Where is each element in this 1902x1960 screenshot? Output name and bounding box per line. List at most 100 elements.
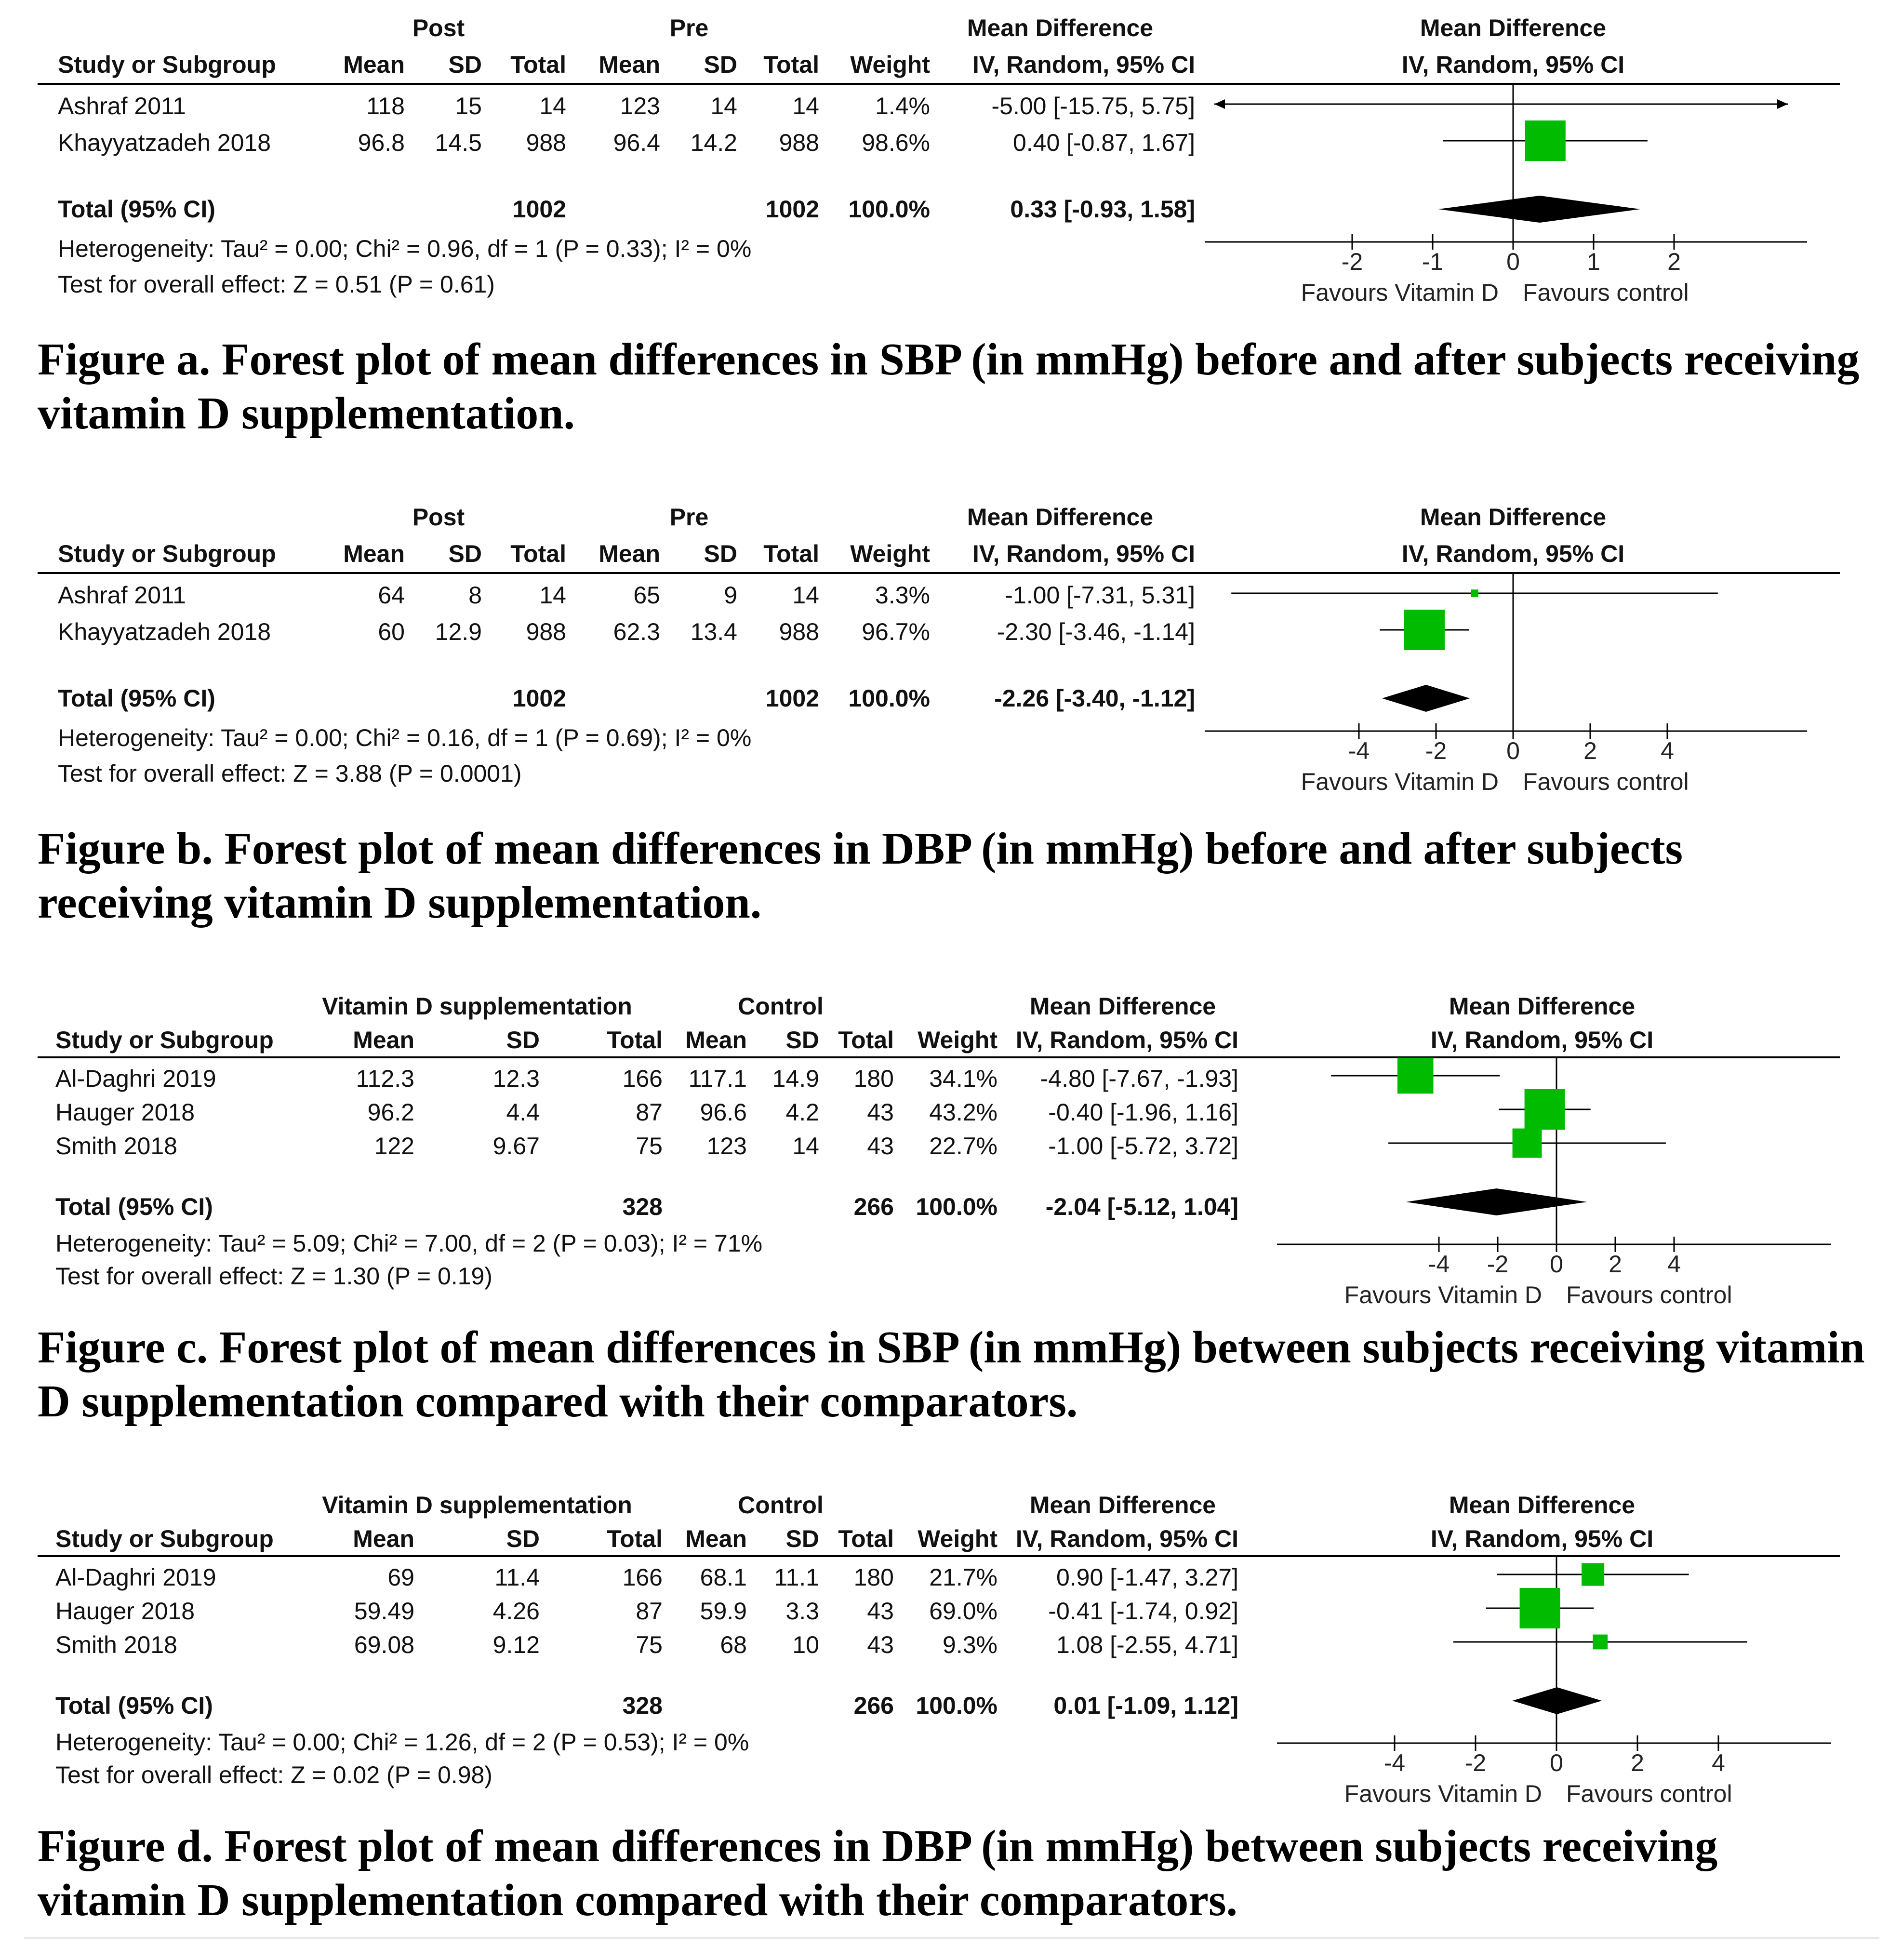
- forest-plot-c: -4 -2 0 2 4 Favours Vitamin D Favours control: [1277, 1056, 1831, 1308]
- weight: 100.0%: [848, 196, 930, 223]
- sd1: 15: [455, 93, 482, 120]
- total2: 266: [853, 1193, 894, 1220]
- study-square: [1397, 1057, 1434, 1094]
- group1-heading: Post: [412, 14, 465, 41]
- total-label: Total (95% CI): [58, 685, 215, 712]
- mean1: 118: [366, 93, 405, 120]
- table-row: Khayyatzadeh 2018 96.8 14.5 988 96.4 14.…: [0, 124, 1902, 161]
- total1: 328: [622, 1193, 663, 1220]
- total2: 14: [792, 582, 819, 609]
- total-label: Total (95% CI): [58, 196, 215, 223]
- total2: 14: [792, 93, 819, 120]
- total1: 1002: [512, 685, 566, 712]
- header-rule: [38, 1056, 1840, 1058]
- plot-method-heading: IV, Random, 95% CI: [1430, 1027, 1654, 1053]
- sd1: 8: [468, 582, 482, 609]
- ci-col-heading: IV, Random, 95% CI: [1015, 1027, 1238, 1053]
- figure-caption: Figure c. Forest plot of mean difference…: [38, 1322, 1865, 1427]
- total1: 87: [636, 1598, 663, 1625]
- mean2-col-heading: Mean: [685, 1027, 747, 1053]
- forest-plot-b: -4 -2 0 2 4 Favours Vitamin D Favours control: [1205, 572, 1807, 795]
- total-row: Total (95% CI) 1002 1002 100.0% 0.33 [-0…: [0, 191, 1902, 227]
- group2-heading: Control: [738, 993, 824, 1020]
- sd1: 9.67: [492, 1133, 540, 1160]
- mean-difference-ci: 0.90 [-1.47, 3.27]: [1056, 1564, 1238, 1591]
- study-name: Hauger 2018: [55, 1099, 195, 1126]
- x-tick-label: -2: [1342, 248, 1363, 275]
- total-row: Total (95% CI) 328 266 100.0% -2.04 [-5.…: [0, 1188, 1902, 1225]
- favours-vitamin-d-label: Favours Vitamin D: [1301, 279, 1499, 306]
- plot-method-heading: IV, Random, 95% CI: [1401, 51, 1625, 78]
- mean1-col-heading: Mean: [343, 540, 405, 567]
- sd2: 10: [792, 1631, 819, 1658]
- plot-md-heading: Mean Difference: [1420, 504, 1607, 531]
- md-heading: Mean Difference: [1029, 993, 1216, 1020]
- weight: 22.7%: [929, 1133, 998, 1160]
- summary-diamond: [1382, 685, 1470, 712]
- sd2-col-heading: SD: [704, 540, 737, 567]
- weight-col-heading: Weight: [918, 1027, 998, 1053]
- weight: 100.0%: [916, 1692, 998, 1719]
- sd2: 14.2: [690, 129, 737, 156]
- total2-col-heading: Total: [763, 51, 819, 78]
- mean1: 122: [374, 1133, 414, 1160]
- header-rule: [38, 1555, 1840, 1557]
- mean1-col-heading: Mean: [353, 1525, 414, 1552]
- group1-heading: Post: [412, 504, 465, 531]
- x-tick-label: -4: [1384, 1749, 1405, 1776]
- sd1: 11.4: [494, 1564, 540, 1591]
- x-tick-label: -2: [1487, 1251, 1508, 1278]
- plot-method-heading: IV, Random, 95% CI: [1401, 540, 1625, 567]
- study-col-heading: Study or Subgroup: [58, 540, 276, 567]
- weight-col-heading: Weight: [918, 1525, 998, 1552]
- total2: 988: [779, 618, 819, 645]
- study-name: Al-Daghri 2019: [55, 1065, 216, 1092]
- study-name: Smith 2018: [55, 1631, 177, 1658]
- total2: 1002: [765, 685, 819, 712]
- mean1: 112.3: [356, 1065, 414, 1092]
- study-square: [1471, 589, 1478, 597]
- mean1: 59.49: [354, 1598, 414, 1625]
- favours-vitamin-d-label: Favours Vitamin D: [1344, 1780, 1542, 1807]
- total2: 1002: [765, 196, 819, 223]
- table-row: Hauger 2018 96.2 4.4 87 96.6 4.2 43 43.2…: [0, 1094, 1902, 1131]
- total-row: Total (95% CI) 328 266 100.0% 0.01 [-1.0…: [0, 1687, 1902, 1724]
- sd2: 13.4: [690, 618, 737, 645]
- sd1: 12.9: [435, 618, 482, 645]
- sd1: 4.4: [506, 1099, 540, 1126]
- mean-difference-ci: -0.41 [-1.74, 0.92]: [1048, 1598, 1238, 1625]
- mean2-col-heading: Mean: [599, 540, 660, 567]
- sd1: 14.5: [435, 129, 482, 156]
- table-row: Ashraf 2011 64 8 14 65 9 14 3.3% -1.00 […: [0, 577, 1902, 613]
- x-tick-label: -2: [1425, 737, 1447, 764]
- mean-difference-ci: -2.26 [-3.40, -1.12]: [994, 685, 1195, 712]
- weight: 21.7%: [929, 1564, 998, 1591]
- sd2-col-heading: SD: [785, 1525, 819, 1552]
- x-tick-label: 0: [1550, 1251, 1563, 1278]
- sd1-col-heading: SD: [448, 540, 482, 567]
- weight: 69.0%: [929, 1598, 998, 1625]
- study-name: Ashraf 2011: [58, 93, 186, 120]
- mean2: 96.6: [700, 1099, 747, 1126]
- study-square: [1524, 1089, 1565, 1130]
- x-tick-label: 0: [1506, 248, 1520, 275]
- favours-control-label: Favours control: [1523, 279, 1689, 306]
- heterogeneity-text: Heterogeneity: Tau² = 0.00; Chi² = 0.96,…: [58, 235, 752, 262]
- study-name: Smith 2018: [55, 1133, 177, 1160]
- figure-caption: Figure a. Forest plot of mean difference…: [38, 334, 1860, 439]
- total2: 43: [867, 1099, 894, 1126]
- heterogeneity-text: Heterogeneity: Tau² = 0.00; Chi² = 0.16,…: [58, 724, 752, 751]
- total-label: Total (95% CI): [55, 1193, 213, 1220]
- weight: 1.4%: [875, 93, 930, 120]
- total1-col-heading: Total: [607, 1027, 663, 1053]
- study-square: [1519, 1588, 1560, 1628]
- mean-difference-ci: -0.40 [-1.96, 1.16]: [1048, 1099, 1238, 1126]
- mean1: 69.08: [354, 1631, 414, 1658]
- weight: 34.1%: [929, 1065, 998, 1092]
- table-row: Al-Daghri 2019 69 11.4 166 68.1 11.1 180…: [0, 1559, 1902, 1596]
- mean1: 64: [378, 582, 405, 609]
- study-square: [1593, 1634, 1608, 1650]
- figure-caption: Figure b. Forest plot of mean difference…: [38, 824, 1683, 928]
- mean2: 59.9: [700, 1598, 747, 1625]
- sd2: 3.3: [785, 1598, 819, 1625]
